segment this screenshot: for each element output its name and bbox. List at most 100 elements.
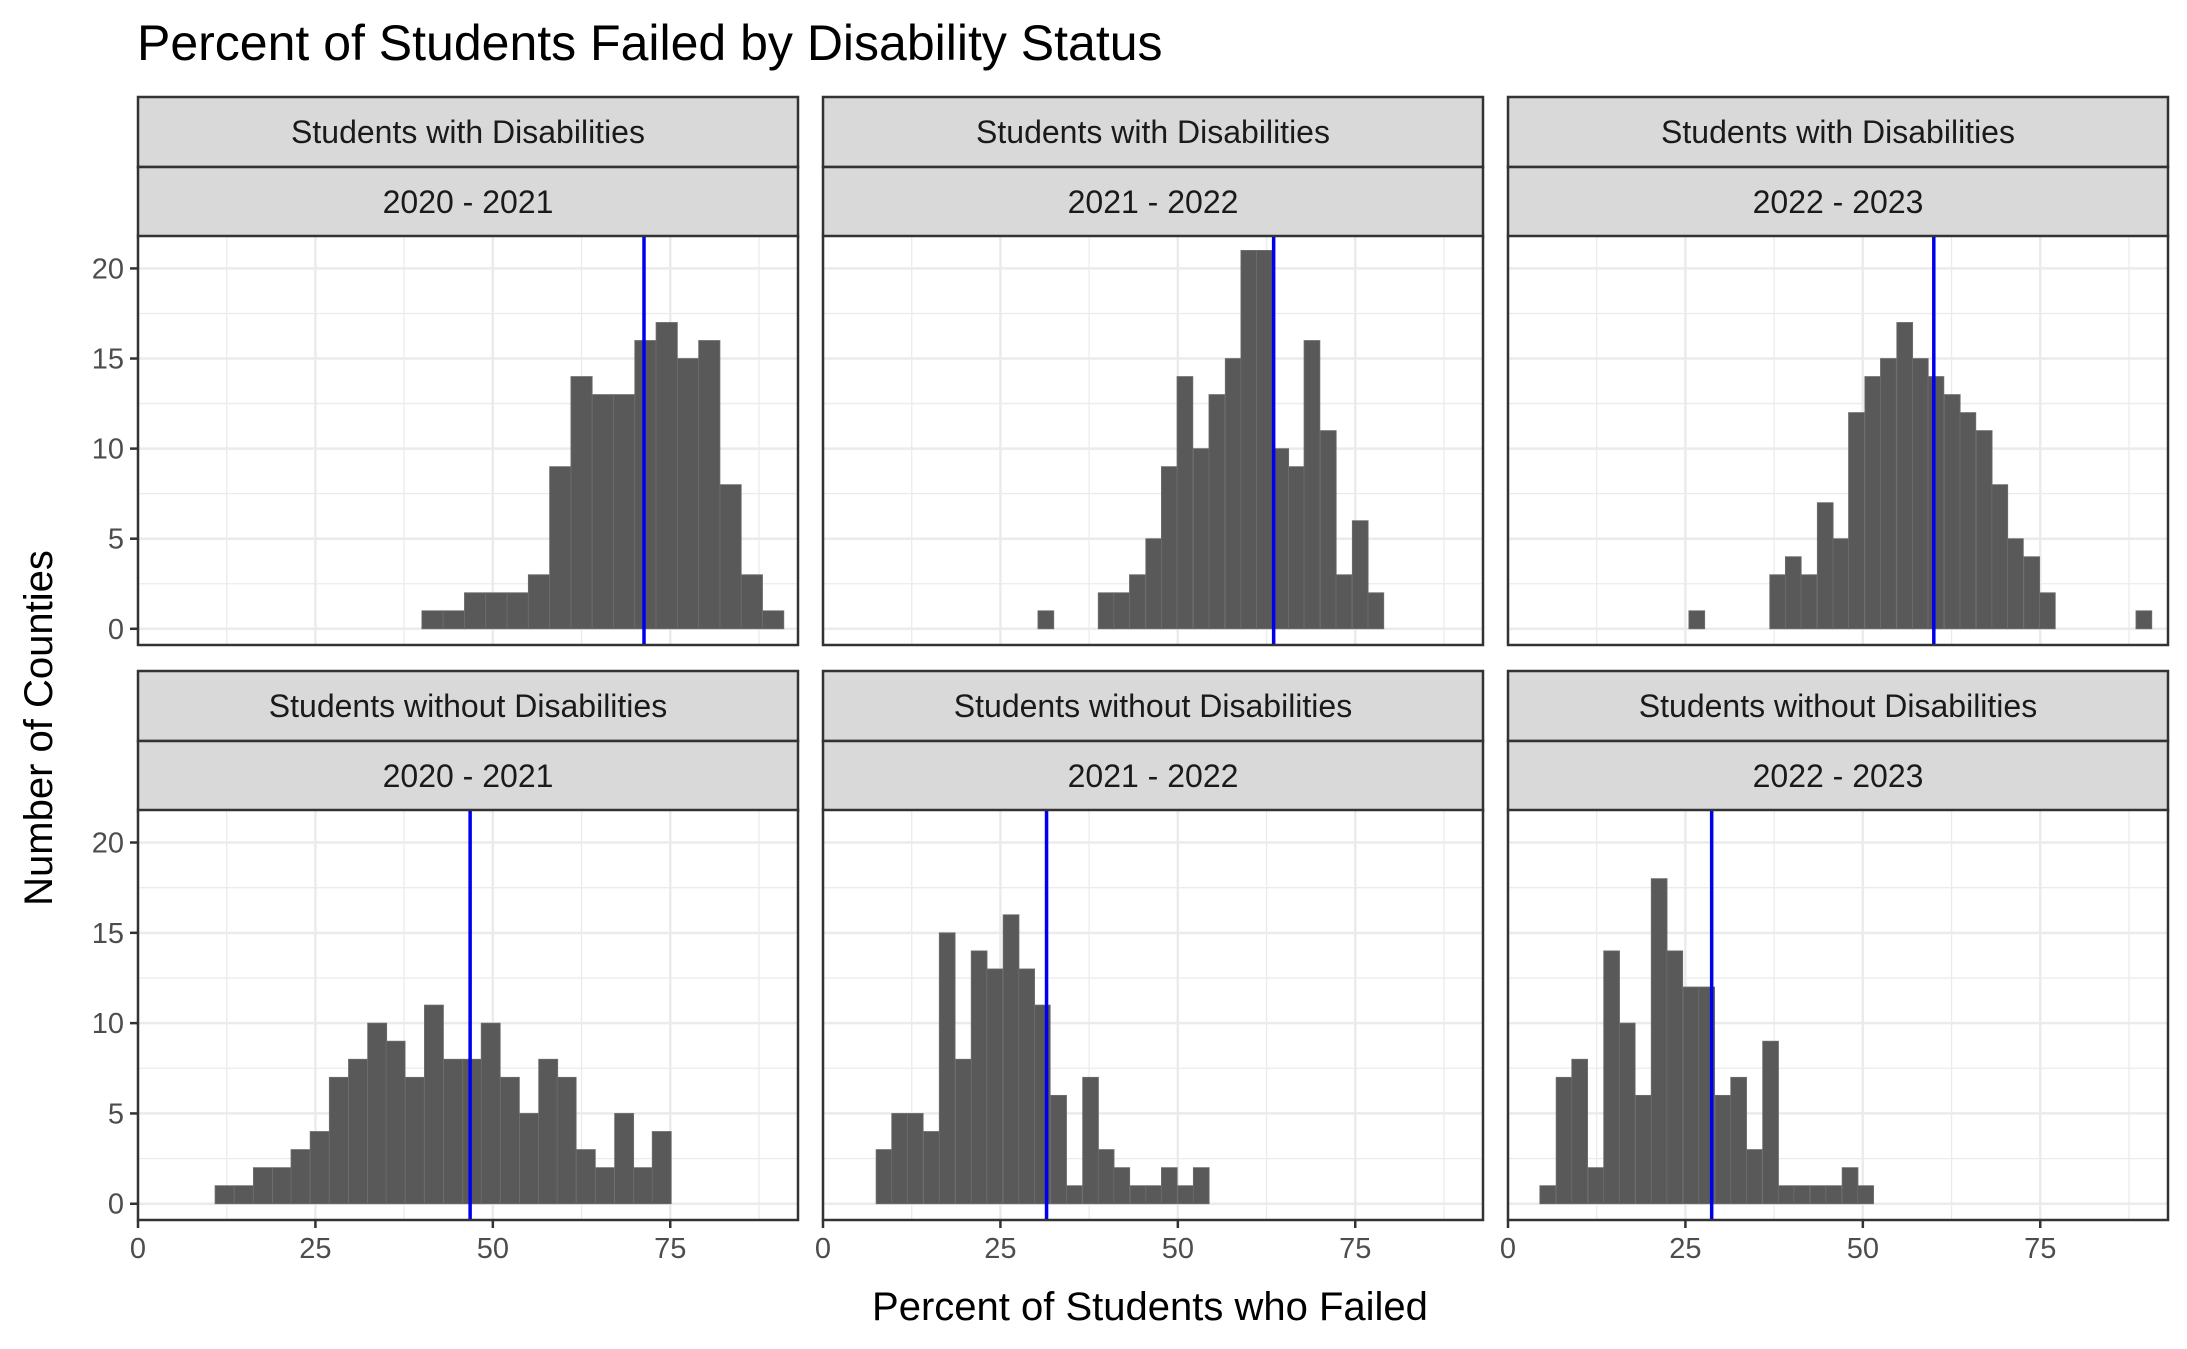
histogram-bar [2007, 538, 2024, 630]
x-tick-label: 25 [1669, 1233, 1701, 1265]
x-tick-label: 50 [477, 1233, 509, 1265]
x-tick-label: 0 [815, 1233, 831, 1265]
histogram-bar [1927, 376, 1945, 630]
strip-group-label: Students without Disabilities [269, 688, 667, 724]
x-tick-label: 75 [1339, 1233, 1371, 1265]
strip-year-label: 2020 - 2021 [383, 184, 554, 220]
histogram-bar [442, 610, 465, 630]
histogram-bar [421, 610, 444, 630]
histogram-bar [1896, 322, 1914, 630]
histogram-bar [614, 1113, 635, 1205]
y-tick-label: 15 [92, 918, 124, 950]
x-tick-label: 25 [299, 1233, 331, 1265]
strip-group-background [1506, 669, 2170, 743]
facet-panels: Students with Disabilities 2020 - 2021 0 5 1… [92, 95, 2170, 1265]
histogram-bar [1208, 394, 1226, 630]
histogram-bar [923, 1131, 940, 1205]
histogram-bar [290, 1149, 311, 1205]
panel-students-without-disabilities-2020-2021: Students without Disabilities 2020 - 2021… [92, 669, 800, 1265]
strip-group-background [821, 669, 1485, 743]
histogram-bar [740, 574, 763, 630]
histogram-bar [970, 950, 988, 1205]
histogram-bar [1912, 358, 1929, 630]
panel-border [136, 234, 800, 647]
histogram-bar [1145, 1185, 1163, 1205]
strip-group-label: Students without Disabilities [1639, 688, 2037, 724]
panel-students-with-disabilities-2021-2022: Students with Disabilities 2021 - 2022 [821, 95, 1485, 647]
y-tick-label: 20 [92, 253, 124, 285]
y-tick-label: 5 [108, 1098, 124, 1130]
strip-year-label: 2022 - 2023 [1753, 184, 1924, 220]
y-tick-label: 15 [92, 344, 124, 376]
histogram-bar [719, 484, 742, 630]
y-tick-label: 10 [92, 1008, 124, 1040]
histogram-bar [875, 1149, 893, 1205]
x-tick-label: 75 [2024, 1233, 2056, 1265]
histogram-bar [613, 394, 636, 630]
histogram-bar [1943, 394, 1961, 630]
histogram-bar [595, 1167, 615, 1205]
histogram-bar [1065, 1185, 1083, 1205]
strip-group-label: Students with Disabilities [1661, 114, 2015, 150]
strip-year-background [1506, 739, 2170, 813]
histogram-bar [1959, 412, 1977, 630]
histogram-bar [2135, 610, 2153, 630]
histogram-bar [1635, 1094, 1652, 1205]
histogram-bar [385, 1040, 406, 1205]
histogram-bar [1082, 1076, 1099, 1205]
histogram-bar [1841, 1167, 1859, 1205]
histogram-bar [676, 358, 700, 630]
strip-group-label: Students with Disabilities [291, 114, 645, 150]
histogram-bar [549, 466, 572, 630]
strip-group-background [136, 95, 800, 169]
histogram-bar [1555, 1076, 1573, 1205]
strip-year-background [136, 165, 800, 239]
histogram-bar [348, 1058, 368, 1205]
histogram-bar [1800, 574, 1818, 630]
histogram-bar [367, 1022, 388, 1205]
histogram-bar [1097, 1149, 1115, 1205]
panel-students-with-disabilities-2020-2021: Students with Disabilities 2020 - 2021 0 5 1… [92, 95, 800, 647]
histogram-bar [1018, 968, 1035, 1205]
histogram-bar [1240, 250, 1258, 630]
x-tick-label: 25 [984, 1233, 1016, 1265]
strip-year-label: 2021 - 2022 [1068, 758, 1239, 794]
histogram-bar [1002, 914, 1020, 1205]
panel-border [136, 808, 800, 1222]
histogram-bar [252, 1167, 273, 1205]
histogram-bar [1784, 556, 1802, 630]
histogram-bar [2023, 556, 2041, 630]
histogram-bar [485, 592, 508, 630]
histogram-bar [1113, 1167, 1131, 1205]
y-tick-label: 5 [108, 524, 124, 556]
histogram-bar [233, 1185, 254, 1205]
histogram-bar [404, 1076, 425, 1205]
histogram-bar [1762, 1040, 1779, 1205]
strip-year-label: 2021 - 2022 [1068, 184, 1239, 220]
histogram-bar [1129, 574, 1146, 630]
histogram-bar [762, 610, 785, 630]
histogram-bar [1864, 376, 1882, 630]
histogram-bar [1745, 1149, 1763, 1205]
histogram-bar [986, 968, 1004, 1205]
histogram-bar [1539, 1185, 1557, 1205]
strip-year-background [821, 165, 1485, 239]
histogram-bar [1097, 592, 1115, 630]
histogram-bar [1809, 1185, 1827, 1205]
strip-group-background [821, 95, 1485, 169]
histogram-bar [570, 376, 593, 630]
panel-border [1506, 808, 2170, 1222]
histogram-bar [1682, 986, 1700, 1205]
histogram-bar [1050, 1094, 1067, 1205]
histogram-bar [891, 1113, 908, 1205]
y-tick-label: 20 [92, 828, 124, 860]
histogram-bar [328, 1076, 349, 1205]
histogram-bar [480, 1022, 501, 1205]
histogram-bar [1176, 376, 1194, 630]
x-tick-label: 50 [1162, 1233, 1194, 1265]
histogram-bar [1571, 1058, 1588, 1205]
histogram-bar [1587, 1167, 1605, 1205]
histogram-bar [1351, 520, 1369, 630]
panel-students-without-disabilities-2022-2023: Students without Disabilities 2022 - 2023… [1500, 669, 2170, 1265]
histogram-bar [1666, 950, 1684, 1205]
